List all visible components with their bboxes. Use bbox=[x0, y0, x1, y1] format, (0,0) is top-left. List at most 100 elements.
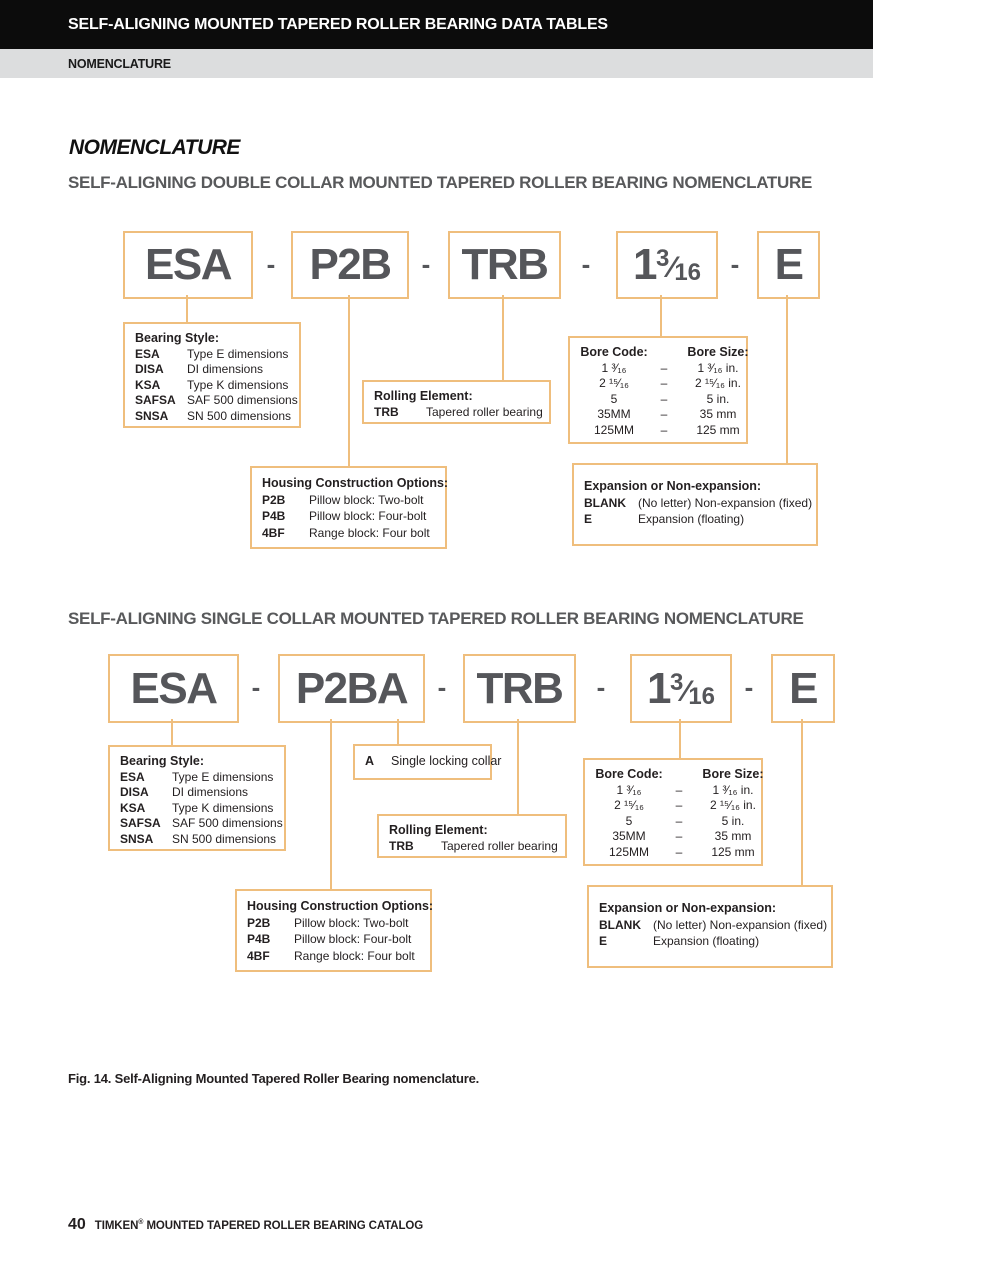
callout-row: DISA DI dimensions bbox=[135, 362, 289, 378]
callout-row: DISA DI dimensions bbox=[120, 785, 274, 801]
code-separator-dash: - bbox=[421, 249, 431, 279]
page-header-bar: SELF-ALIGNING MOUNTED TAPERED ROLLER BEA… bbox=[0, 0, 873, 49]
row-desc: SN 500 dimensions bbox=[187, 408, 292, 423]
bore-size: 35 mm bbox=[699, 407, 737, 421]
row-desc: (No letter) Non-expansion (fixed) bbox=[653, 917, 828, 932]
row-code: DISA bbox=[120, 785, 149, 799]
code-separator-dash: - bbox=[730, 249, 740, 279]
d2-bore-whole: 1 bbox=[646, 663, 671, 713]
callout-row: 4BF Range block: Four bolt bbox=[247, 948, 420, 965]
callout-row: SAFSA SAF 500 dimensions bbox=[135, 393, 298, 409]
footer-catalog-label: MOUNTED TAPERED ROLLER BEARING CATALOG bbox=[143, 1220, 424, 1232]
bore-dash: – bbox=[660, 391, 668, 406]
section-heading: NOMENCLATURE bbox=[69, 136, 240, 159]
connector-line bbox=[517, 719, 519, 814]
callout-title: Expansion or Non-expansion: bbox=[599, 901, 777, 915]
row-desc: Pillow block: Two-bolt bbox=[294, 915, 409, 930]
d2-code-box-bearing-style: ESA bbox=[108, 654, 239, 723]
row-code: E bbox=[584, 512, 593, 526]
connector-line bbox=[397, 719, 399, 744]
connector-line bbox=[801, 719, 803, 885]
callout-row: SNSA SN 500 dimensions bbox=[120, 832, 276, 848]
page-header-title: SELF-ALIGNING MOUNTED TAPERED ROLLER BEA… bbox=[68, 15, 608, 33]
callout-title: Rolling Element: bbox=[374, 389, 473, 403]
row-desc: DI dimensions bbox=[172, 785, 249, 799]
callout-row: P2B Pillow block: Two-bolt bbox=[262, 492, 435, 509]
d2-bearing-style-callout: Bearing Style: ESA Type E dimensions DISA… bbox=[108, 745, 286, 851]
row-desc: Expansion (floating) bbox=[638, 512, 745, 526]
d1-code-box-housing: P2B bbox=[291, 231, 409, 299]
d1-bearing-style-callout: Bearing Style: ESA Type E dimensions DISA… bbox=[123, 322, 301, 428]
d1-bore-slash: ⁄ bbox=[669, 251, 675, 284]
page-subheader-bar: NOMENCLATURE bbox=[0, 49, 873, 78]
bore-size: 1 ³⁄₁₆ in. bbox=[712, 782, 754, 797]
d2-bore-numerator: 3 bbox=[669, 668, 684, 696]
bore-code: 35MM bbox=[597, 407, 631, 421]
row-desc: Pillow block: Two-bolt bbox=[309, 492, 424, 507]
row-desc: Type E dimensions bbox=[187, 346, 289, 361]
callout-title: Expansion or Non-expansion: bbox=[584, 479, 762, 493]
bore-code: 5 bbox=[625, 813, 633, 828]
code-separator-dash: - bbox=[744, 672, 754, 702]
d1-code-box-bearing-style: ESA bbox=[123, 231, 253, 299]
row-code: SNSA bbox=[135, 408, 169, 423]
callout-row: TRB Tapered roller bearing bbox=[389, 838, 558, 855]
bore-code-header: Bore Code: bbox=[595, 767, 663, 781]
bore-size-header: Bore Size: bbox=[702, 767, 764, 781]
bore-code: 125MM bbox=[593, 422, 634, 437]
bore-table: Bore Code: Bore Size: 1 ³⁄₁₆ – 1 ³⁄₁₆ in. 2… bbox=[576, 345, 748, 438]
bore-size: 5 in. bbox=[706, 391, 730, 406]
d1-code-expansion: E bbox=[774, 240, 804, 289]
d2-code-expansion: E bbox=[789, 663, 818, 713]
connector-line bbox=[330, 719, 332, 889]
row-desc: SAF 500 dimensions bbox=[172, 816, 283, 830]
bore-code: 1 ³⁄₁₆ bbox=[616, 782, 642, 797]
bore-dash: – bbox=[675, 829, 683, 843]
row-code: 4BF bbox=[262, 525, 285, 540]
d2-code-bore: 13⁄16 bbox=[646, 663, 715, 713]
callout-row: 4BF Range block: Four bolt bbox=[262, 525, 435, 542]
row-code: A bbox=[365, 754, 375, 769]
d1-rolling-element-callout: Rolling Element: TRB Tapered roller beari… bbox=[362, 380, 551, 424]
callout-title: Housing Construction Options: bbox=[262, 476, 449, 490]
bore-code: 35MM bbox=[612, 829, 646, 843]
callout-row: P4B Pillow block: Four-bolt bbox=[247, 931, 420, 948]
row-desc: Type E dimensions bbox=[172, 769, 274, 784]
d2-rolling-element-callout: Rolling Element: TRB Tapered roller beari… bbox=[377, 814, 567, 858]
callout-row: SNSA SN 500 dimensions bbox=[135, 408, 292, 425]
d1-bore-numerator: 3 bbox=[655, 245, 670, 272]
callout-row: KSA Type K dimensions bbox=[120, 801, 274, 817]
connector-line bbox=[171, 719, 173, 745]
d1-code-box-bore: 13⁄16 bbox=[616, 231, 718, 299]
diagram1-title: SELF-ALIGNING DOUBLE COLLAR MOUNTED TAPE… bbox=[68, 173, 812, 192]
callout-row: BLANK (No letter) Non-expansion (fixed) bbox=[584, 495, 812, 512]
bore-dash: – bbox=[675, 813, 683, 828]
row-desc: Pillow block: Four-bolt bbox=[309, 509, 427, 523]
row-code: 4BF bbox=[247, 948, 270, 963]
bore-dash: – bbox=[675, 782, 683, 797]
page-number: 40 bbox=[68, 1216, 86, 1233]
callout-row: P4B Pillow block: Four-bolt bbox=[262, 508, 435, 525]
callout-row: P2B Pillow block: Two-bolt bbox=[247, 915, 420, 932]
row-code: BLANK bbox=[584, 495, 626, 510]
footer-brand: TIMKEN bbox=[94, 1220, 139, 1232]
page-footer: 40 TIMKEN® MOUNTED TAPERED ROLLER BEARIN… bbox=[68, 1216, 423, 1234]
d1-code-box-rolling-element: TRB bbox=[448, 231, 561, 299]
row-code: ESA bbox=[135, 346, 160, 361]
row-code: TRB bbox=[389, 838, 414, 853]
d1-code-rolling-element: TRB bbox=[461, 240, 549, 289]
d2-code-box-rolling-element: TRB bbox=[463, 654, 576, 723]
row-code: BLANK bbox=[599, 917, 641, 932]
d2-code-rolling-element: TRB bbox=[476, 663, 564, 713]
row-code: KSA bbox=[135, 377, 161, 392]
callout-row: ESA Type E dimensions bbox=[135, 347, 289, 363]
d2-code-box-bore: 13⁄16 bbox=[630, 654, 732, 723]
row-code: ESA bbox=[120, 769, 145, 784]
callout-row: TRB Tapered roller bearing bbox=[374, 405, 543, 421]
d1-bore-whole: 1 bbox=[632, 240, 657, 289]
code-separator-dash: - bbox=[596, 672, 606, 702]
row-code: P4B bbox=[262, 509, 286, 523]
bore-size: 35 mm bbox=[714, 829, 752, 843]
bore-dash: – bbox=[660, 407, 668, 421]
